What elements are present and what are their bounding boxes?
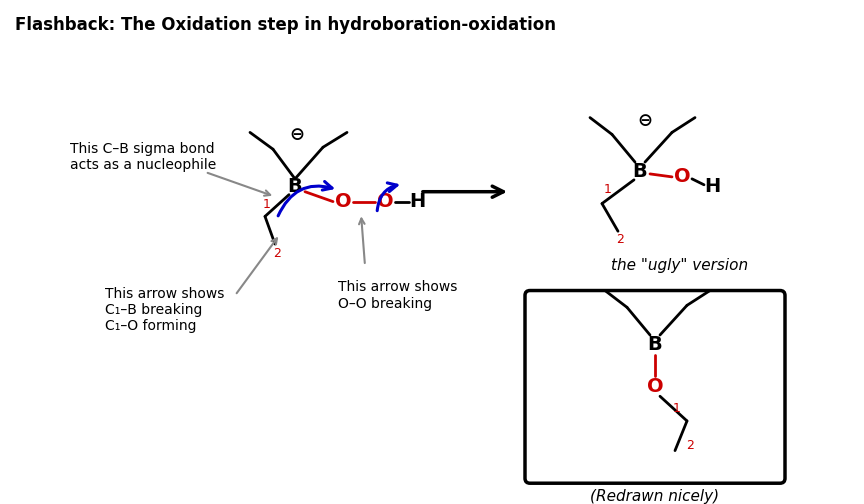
Text: the "ugly" version: the "ugly" version — [612, 259, 748, 273]
Text: B: B — [648, 335, 663, 354]
Text: 1: 1 — [673, 402, 681, 415]
FancyBboxPatch shape — [525, 290, 785, 483]
Text: B: B — [288, 177, 302, 196]
Text: H: H — [704, 177, 720, 196]
Text: H: H — [409, 192, 425, 211]
Text: 2: 2 — [273, 247, 281, 261]
Text: O: O — [646, 377, 664, 396]
Text: B: B — [632, 162, 647, 181]
Text: This arrow shows
C₁–B breaking
C₁–O forming: This arrow shows C₁–B breaking C₁–O form… — [105, 287, 225, 334]
Text: O: O — [334, 192, 352, 211]
Text: This C–B sigma bond
acts as a nucleophile: This C–B sigma bond acts as a nucleophil… — [70, 142, 216, 172]
Text: Flashback: The Oxidation step in hydroboration-oxidation: Flashback: The Oxidation step in hydrobo… — [15, 16, 556, 34]
Text: 1: 1 — [604, 183, 612, 196]
Text: 2: 2 — [616, 233, 624, 245]
Text: O: O — [377, 192, 393, 211]
FancyArrowPatch shape — [278, 181, 332, 216]
Text: ⊖: ⊖ — [638, 111, 652, 130]
Text: O: O — [674, 167, 690, 186]
Text: ⊖: ⊖ — [289, 127, 305, 144]
Text: 2: 2 — [686, 439, 694, 452]
Text: This arrow shows
O–O breaking: This arrow shows O–O breaking — [338, 280, 457, 310]
Text: (Redrawn nicely): (Redrawn nicely) — [590, 488, 720, 503]
Text: 1: 1 — [263, 198, 271, 211]
FancyArrowPatch shape — [378, 183, 397, 211]
